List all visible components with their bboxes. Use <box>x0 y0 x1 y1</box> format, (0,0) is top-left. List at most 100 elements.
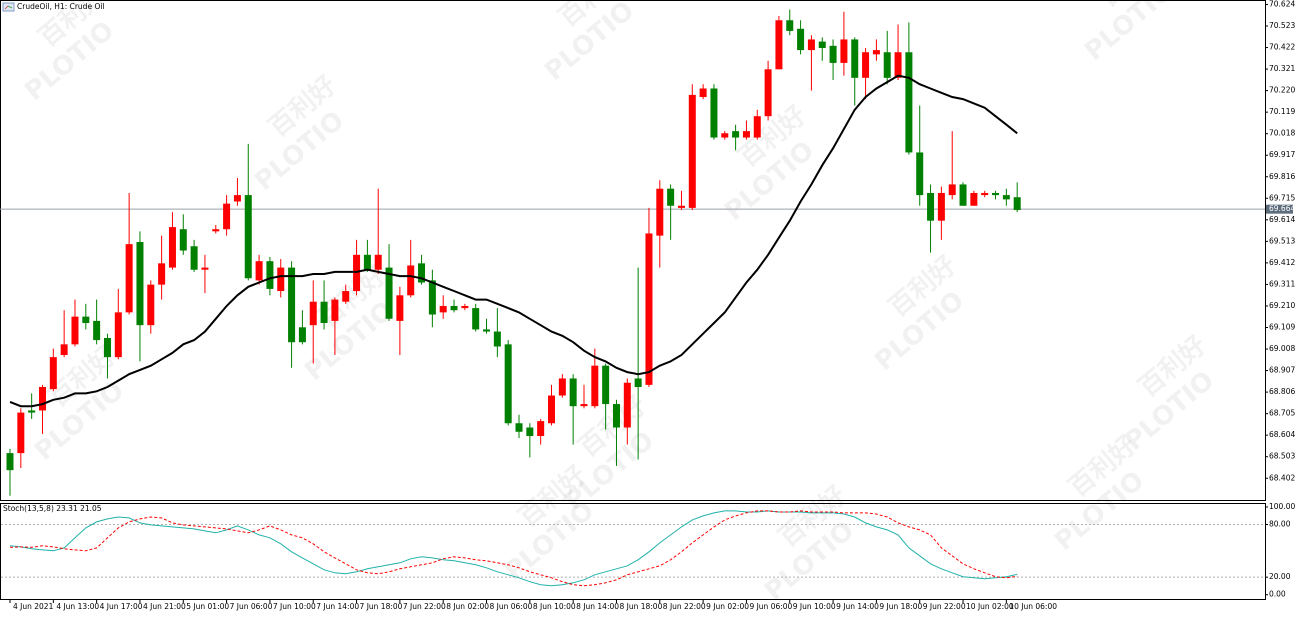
candle-body <box>1013 197 1021 211</box>
candle-body <box>807 39 815 51</box>
y-tick-label: 69.109 <box>1269 323 1295 332</box>
y-tick-label: 69.715 <box>1269 193 1295 202</box>
candle-body <box>883 52 891 78</box>
y-tick-label: 68.705 <box>1269 409 1295 418</box>
y-tick-label: 69.311 <box>1269 279 1295 288</box>
y-tick-label: 69.917 <box>1269 150 1295 159</box>
x-tick-label: 9 Jun 18:00 <box>879 602 922 611</box>
candle-body <box>591 365 599 407</box>
x-tick-label: 8 Jun 10:00 <box>533 602 576 611</box>
x-tick-label: 8 Jun 18:00 <box>619 602 662 611</box>
candle-body <box>959 184 967 206</box>
x-tick-label: 8 Jun 02:00 <box>446 602 489 611</box>
candle-body <box>190 246 198 270</box>
candle-body <box>277 267 285 292</box>
chart-title: CrudeOil, H1: Crude Oil <box>17 2 105 11</box>
candle-body <box>439 305 447 313</box>
candle-body <box>515 423 523 432</box>
candle-body <box>721 133 729 138</box>
candle-body <box>396 295 404 321</box>
candle-body <box>472 308 480 330</box>
candle-body <box>677 205 685 208</box>
candle-body <box>818 41 826 48</box>
y-tick-label: 70.321 <box>1269 64 1295 73</box>
candle-body <box>6 453 14 471</box>
candle-body <box>212 229 220 232</box>
candle-body <box>753 116 761 138</box>
x-tick-label: 8 Jun 14:00 <box>576 602 619 611</box>
candle-body <box>331 299 339 321</box>
indicator-title: Stoch(13,5,8) 23.31 21.05 <box>3 504 102 513</box>
candle-body <box>840 39 848 63</box>
candle-body <box>558 378 566 396</box>
x-tick-label: 8 Jun 06:00 <box>490 602 533 611</box>
candle-body <box>634 378 642 387</box>
candle-body <box>201 267 209 270</box>
indicator-line <box>9 510 1018 587</box>
candle-body <box>1002 195 1010 200</box>
candle-body <box>147 284 155 326</box>
candle-body <box>418 263 426 283</box>
candle-body <box>136 242 144 326</box>
candle-body <box>103 337 111 358</box>
y-tick-label: 70.119 <box>1269 107 1295 116</box>
moving-average <box>9 74 1018 408</box>
price-tag <box>1266 204 1293 214</box>
indicator-line <box>9 510 1018 587</box>
candle-body <box>667 188 675 206</box>
candle-body <box>851 39 859 78</box>
candle-body <box>342 291 350 302</box>
candle-body <box>656 188 664 236</box>
candle-body <box>894 52 902 78</box>
y-tick-label: 68.503 <box>1269 452 1295 461</box>
candle-body <box>71 316 79 345</box>
candle-body <box>764 69 772 117</box>
candle-body <box>353 254 361 292</box>
y-tick-label: 100.00 <box>1269 502 1295 511</box>
price-tag-label: 69.664 <box>1269 204 1295 213</box>
candle-body <box>504 344 512 424</box>
candle-body <box>38 386 46 411</box>
x-tick-label: 7 Jun 06:00 <box>230 602 273 611</box>
candle-body <box>158 263 166 285</box>
x-tick-label: 7 Jun 10:00 <box>273 602 316 611</box>
candle-body <box>17 412 25 454</box>
candle-body <box>374 254 382 270</box>
x-tick-label: 4 Jun 2021 <box>13 602 54 611</box>
candle-body <box>363 254 371 270</box>
y-tick-label: 70.422 <box>1269 43 1295 52</box>
x-tick-label: 4 Jun 21:00 <box>143 602 186 611</box>
candle-body <box>569 378 577 407</box>
candle-body <box>483 329 491 332</box>
y-tick-label: 70.624 <box>1269 0 1295 8</box>
candle-body <box>125 244 133 313</box>
x-tick-label: 4 Jun 17:00 <box>100 602 143 611</box>
x-tick-label: 9 Jun 10:00 <box>793 602 836 611</box>
y-tick-label: 70.018 <box>1269 129 1295 138</box>
candle-body <box>602 365 610 405</box>
y-tick-label: 68.604 <box>1269 430 1295 439</box>
candle-body <box>233 195 241 202</box>
candle-body <box>461 305 469 309</box>
symbol-icon <box>2 2 15 12</box>
candle-body <box>699 88 707 98</box>
candle-body <box>970 192 978 206</box>
candle-body <box>255 261 263 281</box>
x-tick-label: 4 Jun 13:00 <box>56 602 99 611</box>
candle-body <box>309 301 317 326</box>
y-tick-label: 80.00 <box>1269 520 1291 529</box>
candle-body <box>93 320 101 341</box>
candle-body <box>28 410 36 413</box>
x-tick-label: 10 Jun 06:00 <box>1009 602 1057 611</box>
y-tick-label: 70.220 <box>1269 86 1295 95</box>
candle-body <box>580 404 588 407</box>
candle-body <box>992 192 1000 196</box>
candle-body <box>829 45 837 63</box>
candle-body <box>114 312 122 358</box>
candle-body <box>288 267 296 343</box>
candle-body <box>710 88 718 138</box>
x-tick-label: 5 Jun 01:00 <box>186 602 229 611</box>
candle-body <box>450 305 458 311</box>
